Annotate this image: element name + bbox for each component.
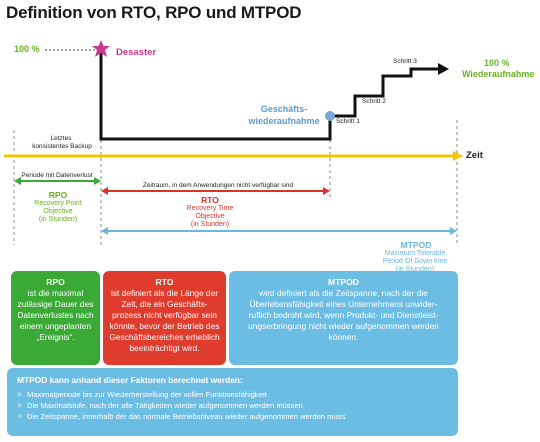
mtpod-line-3: (in Stunden) [395,266,435,273]
page-title: Definition von RTO, RPO und MTPOD [6,3,302,22]
label-desaster: Desaster [116,47,157,58]
label-geschaefts-1: Geschäfts- [260,104,308,114]
rpo-line-2: Objective [43,208,73,215]
rto-box-title: RTO [155,277,174,287]
time-axis-arrowhead [453,151,463,161]
mtpod-title: MTPOD [400,240,432,250]
rto-line-1: Recovery Time [186,205,234,212]
label-100-left: 100 % [14,44,40,54]
rpo-line-3: (in Stunden) [38,216,78,223]
desaster-star-icon [92,40,110,57]
rpo-arrowhead-left [14,177,21,185]
factors-list: Maximalperiode bis zur Wiederherstellung… [17,389,448,423]
factor-item-2: Die Maximalstufe, nach der alle Tätigkei… [18,400,448,412]
mtpod-arrowhead-left [101,227,108,235]
recovery-dot-icon [325,111,335,121]
rpo-arrowhead-right [94,177,101,185]
performance-arrowhead [438,63,449,75]
timeline-diagram [4,40,463,245]
label-zeit: Zeit [466,150,483,161]
rto-definition-box: RTO ist definiert als die Länge der Zeit… [103,271,226,365]
mtpod-definition-box: MTPOD wird definiert als die Zeitspanne,… [229,271,458,365]
rto-arrowhead-left [101,187,108,195]
rpo-line-1: Recovery Point [34,200,82,207]
rto-line-2: Objective [195,213,225,220]
label-schritt-2: Schritt 2 [362,98,386,105]
performance-line [99,48,440,141]
label-periode: Periode mit Datenverlust [21,172,93,179]
label-geschaefts-2: wiederaufnahme [248,116,320,126]
label-100-right: 100 % [484,58,510,68]
factor-item-3: Die Zeitspanne, innerhalb der das normal… [18,411,448,423]
rto-title: RTO [201,195,219,205]
mtpod-factors-box: MTPOD kann anhand dieser Faktoren berech… [7,368,458,436]
mtpod-box-title: MTPOD [327,277,360,287]
rpo-definition-box: RPO ist die maximal zulässige Dauer des … [11,271,100,365]
mtpod-box-text: wird definiert als die Zeitspanne, nach … [248,288,439,342]
mtpod-line-1: Maximum Tolerable [384,250,446,257]
mtpod-arrowhead-right [450,227,457,235]
label-zeitraum: Zeitraum, in dem Anwendungen nicht verfü… [142,182,294,189]
label-wiederaufnahme: Wiederaufnahme [462,69,535,79]
label-schritt-1: Schritt 1 [336,118,360,125]
label-schritt-3: Schritt 3 [393,58,417,65]
factors-heading: MTPOD kann anhand dieser Faktoren berech… [17,375,243,385]
factor-item-1: Maximalperiode bis zur Wiederherstellung… [18,389,448,401]
label-letztes-1: Letztes [50,135,72,142]
mtpod-line-2: Period Of Down time [382,258,448,265]
rpo-title: RPO [48,190,68,200]
rpo-box-text: ist die maximal zulässige Dauer des Date… [17,288,94,342]
rto-box-text: ist definiert als die Länge der Zeit, di… [109,288,220,353]
rpo-box-title: RPO [46,277,65,287]
rto-line-3: (in Stunden) [190,221,230,228]
rto-arrowhead-right [323,187,330,195]
label-letztes-2: konsistentes Backup [32,143,92,150]
